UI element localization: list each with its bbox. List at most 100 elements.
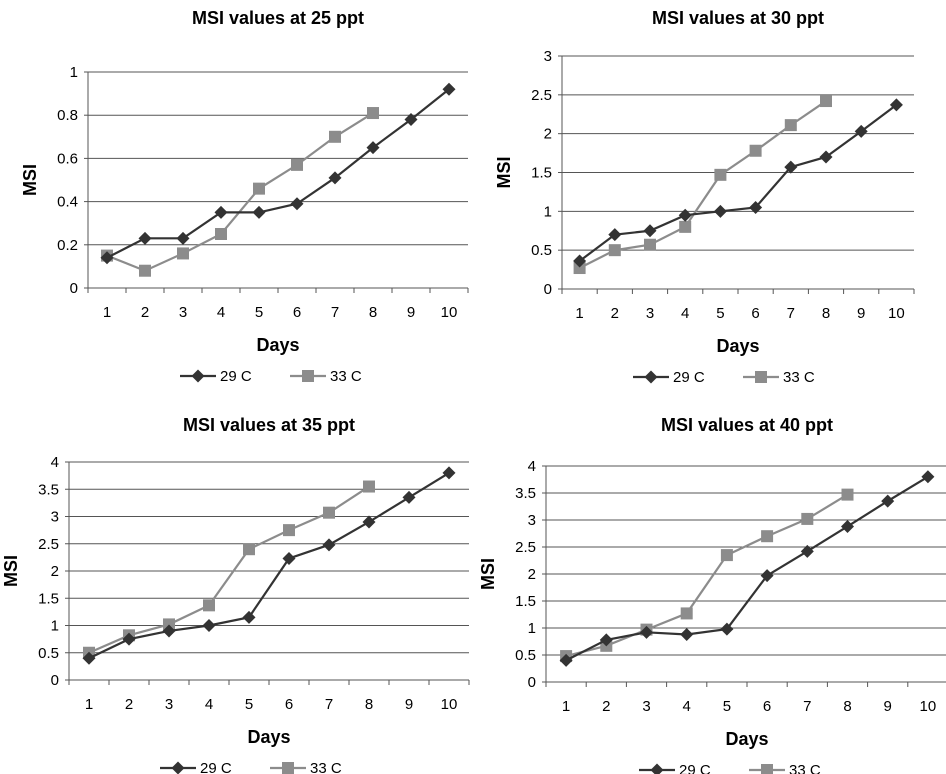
x-axis-title: Days — [256, 335, 299, 355]
legend-marker — [191, 369, 205, 383]
data-point — [290, 197, 304, 211]
data-point — [367, 107, 379, 120]
data-point — [100, 251, 114, 265]
x-tick-label: 5 — [716, 305, 724, 322]
series-line — [565, 475, 929, 662]
y-tick-label: 0 — [528, 674, 536, 691]
data-point — [713, 204, 727, 218]
y-tick-label: 2.5 — [38, 536, 59, 553]
data-point — [608, 244, 621, 257]
series-29-c — [559, 470, 935, 667]
data-point — [714, 168, 727, 181]
data-point — [214, 205, 228, 219]
data-point — [176, 231, 190, 245]
data-point — [644, 238, 656, 251]
data-point — [291, 158, 303, 171]
x-tick-label: 8 — [365, 696, 373, 713]
y-tick-label: 0.2 — [57, 237, 78, 254]
y-axis-title: MSI — [1, 555, 21, 587]
legend-entry: 33 C — [270, 760, 342, 774]
chart-35ppt-svg: MSI values at 35 ppt 0 0.5 1 1.5 2 2.5 3 3.5 4 1 2 3… — [1, 415, 470, 774]
data-point — [841, 488, 854, 501]
series-29-c — [100, 82, 456, 265]
y-axis-title: MSI — [478, 558, 498, 590]
data-point — [800, 544, 814, 558]
data-point — [203, 599, 215, 612]
data-point — [680, 607, 693, 620]
x-tick-label: 5 — [255, 304, 263, 321]
series-33-c — [101, 107, 379, 277]
data-point — [841, 519, 854, 533]
x-tick-label: 4 — [681, 305, 689, 322]
series-29-c — [573, 98, 903, 268]
x-tick-label: 8 — [822, 305, 830, 322]
y-tick-label: 0 — [51, 672, 59, 689]
data-point — [643, 224, 657, 238]
x-tick-label: 7 — [331, 304, 339, 321]
data-point — [329, 130, 341, 143]
x-tick-label: 9 — [407, 304, 415, 321]
chart-30ppt-svg: MSI values at 30 ppt 0 0.5 1 1.5 2 2.5 3 1 2 3 4 5 6 7… — [494, 8, 915, 386]
legend-entry: 29 C — [633, 369, 705, 386]
data-point — [680, 627, 694, 641]
x-tick-label: 3 — [646, 305, 654, 322]
legend-label: 29 C — [200, 760, 232, 774]
x-tick-label: 7 — [325, 696, 333, 713]
y-tick-label: 3.5 — [515, 485, 536, 502]
legend-entry: 33 C — [290, 368, 362, 385]
x-tick-label: 8 — [369, 304, 377, 321]
y-tick-label: 3.5 — [38, 481, 59, 498]
legend-entry: 29 C — [639, 762, 711, 774]
x-tick-label: 10 — [888, 305, 905, 322]
y-axis-title: MSI — [494, 156, 514, 188]
data-point — [252, 205, 266, 219]
data-point — [678, 208, 692, 222]
x-tick-label: 2 — [602, 698, 610, 715]
legend-marker — [761, 764, 773, 774]
x-tick-label: 3 — [179, 304, 187, 321]
data-point — [854, 124, 868, 138]
x-tick-label: 7 — [787, 305, 795, 322]
chart-25ppt-svg: MSI values at 25 ppt 0 0.2 0.4 0.6 0.8 1 1 2 3 4 5 6… — [20, 8, 469, 385]
legend-marker — [282, 762, 294, 774]
x-tick-label: 4 — [217, 304, 225, 321]
y-tick-label: 3 — [528, 512, 536, 529]
series-line — [578, 104, 898, 262]
y-axis-title: MSI — [20, 164, 40, 196]
y-tick-label: 1.5 — [38, 590, 59, 607]
data-point — [322, 538, 336, 552]
series-line — [106, 88, 450, 259]
x-tick-label: 10 — [920, 698, 937, 715]
x-tick-label: 8 — [843, 698, 851, 715]
x-tick-label: 7 — [803, 698, 811, 715]
data-point — [162, 624, 176, 638]
series-33-c — [83, 480, 375, 659]
x-tick-label: 1 — [85, 696, 93, 713]
y-tick-label: 1 — [528, 620, 536, 637]
legend-marker — [171, 761, 185, 774]
data-point — [559, 653, 573, 667]
x-tick-label: 2 — [611, 305, 619, 322]
x-tick-label: 6 — [285, 696, 293, 713]
data-point — [820, 95, 832, 108]
chart-title: MSI values at 35 ppt — [183, 415, 355, 435]
data-point — [749, 200, 763, 214]
data-point — [328, 171, 342, 185]
data-point — [242, 610, 256, 624]
legend-label: 33 C — [789, 762, 821, 774]
legend-label: 33 C — [330, 368, 362, 385]
x-axis-title: Days — [725, 729, 768, 749]
y-tick-label: 1 — [70, 64, 78, 81]
y-tick-label: 1 — [544, 203, 552, 220]
x-tick-label: 9 — [884, 698, 892, 715]
y-tick-label: 0.6 — [57, 150, 78, 167]
legend-label: 29 C — [220, 368, 252, 385]
data-point — [801, 512, 814, 525]
y-tick-label: 1.5 — [515, 593, 536, 610]
x-tick-label: 1 — [562, 698, 570, 715]
data-point — [720, 622, 734, 636]
series-29-c — [82, 466, 456, 665]
y-tick-label: 0.8 — [57, 107, 78, 124]
chart-title: MSI values at 30 ppt — [652, 8, 824, 28]
data-point — [760, 569, 774, 583]
